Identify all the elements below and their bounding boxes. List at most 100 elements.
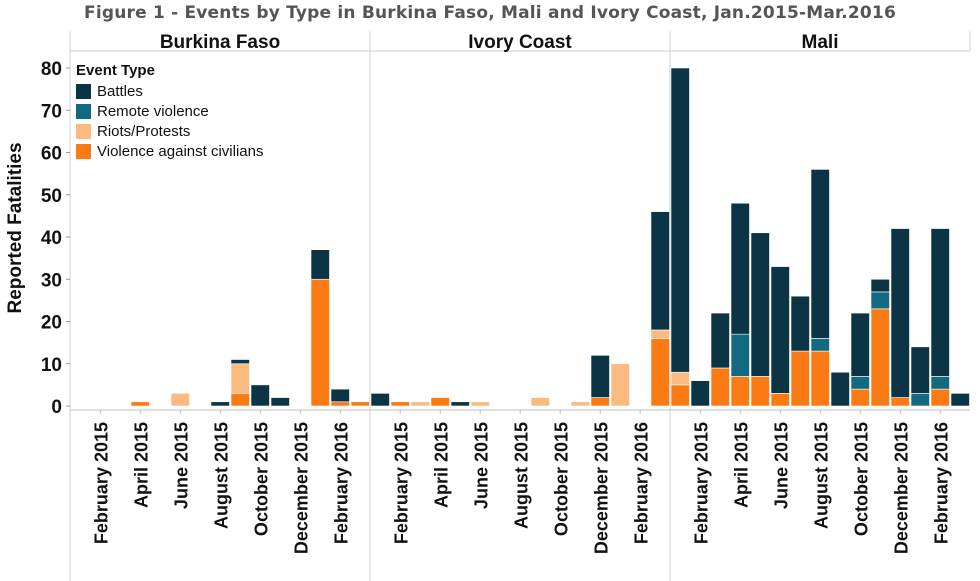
- legend-label-riots-protests: Riots/Protests: [97, 122, 191, 140]
- legend-swatch-remote-violence: [76, 103, 91, 119]
- bar-burkina-faso-jan-2016-battles: [310, 249, 330, 280]
- bar-burkina-faso-sep-2015-battles: [230, 359, 250, 365]
- bar-mali-nov-2015-battles: [870, 278, 890, 293]
- y-tick-label-70: 70: [41, 101, 62, 122]
- x-tick-label-mali-june-2015: June 2015: [771, 422, 791, 509]
- bar-ivory-coast-feb-2015-violence-against-civilians: [390, 401, 410, 407]
- bar-ivory-coast-apr-2015-violence-against-civilians: [430, 397, 450, 407]
- legend-item-remote-violence: Remote violence: [76, 101, 264, 121]
- bar-mali-may-2015-violence-against-civilians: [750, 376, 770, 407]
- bar-ivory-coast-mar-2016-violence-against-civilians: [650, 338, 670, 407]
- panel-title-ivory-coast: Ivory Coast: [468, 32, 572, 53]
- bar-mali-jan-2015-riots-protests: [670, 371, 690, 386]
- bar-mali-feb-2016-remote-violence: [930, 376, 950, 390]
- x-tick-label-mali-october-2015: October 2015: [851, 422, 871, 536]
- bar-mali-aug-2015-remote-violence: [810, 338, 830, 352]
- y-tick-label-60: 60: [41, 144, 62, 165]
- bar-mali-jan-2016-battles: [910, 346, 930, 394]
- x-tick-label-ivory-coast-october-2015: October 2015: [551, 422, 571, 536]
- bar-mali-dec-2015-violence-against-civilians: [890, 397, 910, 407]
- bar-burkina-faso-nov-2015-battles: [270, 397, 290, 407]
- x-tick-label-burkina-faso-april-2015: April 2015: [131, 422, 151, 508]
- x-tick-label-ivory-coast-february-2016: February 2016: [631, 422, 651, 544]
- y-tick-label-20: 20: [41, 313, 62, 334]
- bar-mali-sep-2015-battles: [830, 371, 850, 407]
- bar-burkina-faso-aug-2015-battles: [210, 401, 230, 407]
- bar-mali-oct-2015-violence-against-civilians: [850, 388, 870, 407]
- bar-mali-feb-2016-violence-against-civilians: [930, 388, 950, 407]
- bar-mali-aug-2015-battles: [810, 169, 830, 339]
- bar-mali-feb-2016-battles: [930, 228, 950, 377]
- chart-title: Figure 1 - Events by Type in Burkina Fas…: [84, 3, 896, 23]
- bar-burkina-faso-sep-2015-riots-protests: [230, 363, 250, 394]
- bar-burkina-faso-apr-2015-violence-against-civilians: [130, 401, 150, 407]
- legend-label-battles: Battles: [97, 82, 143, 100]
- x-tick-label-mali-february-2016: February 2016: [931, 422, 951, 544]
- bar-mali-apr-2015-remote-violence: [730, 333, 750, 377]
- x-tick-label-mali-april-2015: April 2015: [731, 422, 751, 508]
- y-tick-label-0: 0: [51, 397, 62, 418]
- bar-burkina-faso-sep-2015-violence-against-civilians: [230, 393, 250, 407]
- bar-burkina-faso-mar-2016-violence-against-civilians: [350, 401, 370, 407]
- legend-label-remote-violence: Remote violence: [97, 102, 209, 120]
- x-tick-label-burkina-faso-august-2015: August 2015: [211, 422, 231, 529]
- bar-mali-jul-2015-battles: [790, 295, 810, 352]
- x-tick-label-ivory-coast-august-2015: August 2015: [511, 422, 531, 529]
- legend-item-battles: Battles: [76, 81, 264, 101]
- x-tick-label-mali-december-2015: December 2015: [891, 422, 911, 554]
- bar-mali-dec-2015-battles: [890, 228, 910, 398]
- bar-mali-nov-2015-remote-violence: [870, 291, 890, 310]
- bar-burkina-faso-feb-2016-battles: [330, 388, 350, 403]
- bar-ivory-coast-jan-2015-battles: [370, 393, 390, 407]
- legend-title: Event Type: [76, 62, 155, 79]
- bar-mali-mar-2016-battles: [950, 393, 970, 407]
- x-tick-label-burkina-faso-february-2016: February 2016: [331, 422, 351, 544]
- legend-label-violence-against-civilians: Violence against civilians: [97, 142, 264, 160]
- bar-mali-oct-2015-battles: [850, 312, 870, 377]
- legend-item-riots-protests: Riots/Protests: [76, 121, 264, 141]
- x-tick-label-mali-february-2015: February 2015: [691, 422, 711, 544]
- legend-item-violence-against-civilians: Violence against civilians: [76, 141, 264, 161]
- y-tick-label-80: 80: [41, 59, 62, 80]
- y-tick-label-40: 40: [41, 228, 62, 249]
- bar-ivory-coast-jan-2016-riots-protests: [610, 363, 630, 407]
- x-tick-label-burkina-faso-october-2015: October 2015: [251, 422, 271, 536]
- y-tick-label-30: 30: [41, 270, 62, 291]
- y-tick-label-10: 10: [41, 355, 62, 376]
- bar-ivory-coast-nov-2015-riots-protests: [570, 401, 590, 407]
- bar-ivory-coast-mar-2015-riots-protests: [410, 401, 430, 407]
- legend-swatch-battles: [76, 83, 91, 99]
- x-tick-label-burkina-faso-february-2015: February 2015: [91, 422, 111, 544]
- bar-mali-apr-2015-battles: [730, 202, 750, 335]
- panel-title-burkina-faso: Burkina Faso: [160, 32, 280, 53]
- bar-burkina-faso-jan-2016-violence-against-civilians: [310, 278, 330, 407]
- x-tick-label-ivory-coast-february-2015: February 2015: [391, 422, 411, 544]
- x-tick-label-burkina-faso-december-2015: December 2015: [291, 422, 311, 554]
- bars-burkina-faso: February 2015 April 2015 June 2015 August 2…: [91, 249, 370, 554]
- legend: Event Type Battles Remote violence Riots…: [76, 62, 264, 161]
- bar-mali-apr-2015-violence-against-civilians: [730, 376, 750, 407]
- y-tick-label-50: 50: [41, 186, 62, 207]
- bars-ivory-coast: February 2015 April 2015 June 2015 August 2…: [370, 211, 670, 554]
- y-axis-label: Reported Fatalities: [5, 142, 26, 313]
- bar-mali-mar-2015-battles: [710, 312, 730, 369]
- bar-ivory-coast-sep-2015-riots-protests: [530, 397, 550, 407]
- x-tick-label-ivory-coast-june-2015: June 2015: [471, 422, 491, 509]
- bar-ivory-coast-may-2015-battles: [450, 401, 470, 407]
- x-tick-label-burkina-faso-june-2015: June 2015: [171, 422, 191, 509]
- bars-mali: February 2015 April 2015 June 2015 August 2…: [670, 67, 970, 554]
- legend-swatch-riots-protests: [76, 123, 91, 139]
- bar-mali-jun-2015-violence-against-civilians: [770, 393, 790, 407]
- x-tick-label-mali-august-2015: August 2015: [811, 422, 831, 529]
- panel-title-mali: Mali: [802, 32, 839, 53]
- panel-header-band: [70, 31, 970, 51]
- bar-mali-jul-2015-violence-against-civilians: [790, 350, 810, 407]
- bar-mali-aug-2015-violence-against-civilians: [810, 350, 830, 407]
- bar-ivory-coast-mar-2016-battles: [650, 211, 670, 331]
- bar-ivory-coast-mar-2016-riots-protests: [650, 329, 670, 339]
- bar-mali-jan-2015-battles: [670, 67, 690, 373]
- bar-mali-may-2015-battles: [750, 232, 770, 377]
- bar-ivory-coast-dec-2015-violence-against-civilians: [590, 397, 610, 407]
